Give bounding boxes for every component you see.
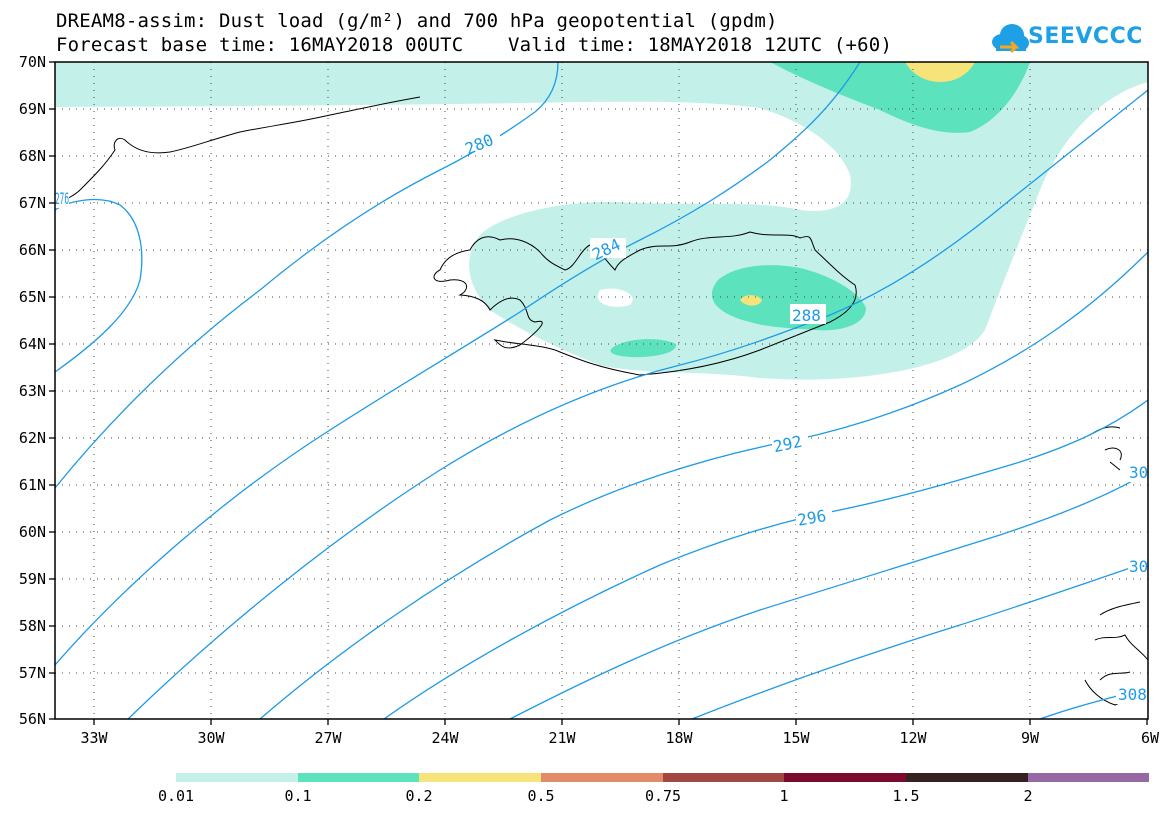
contour-label-276: 276 (55, 189, 69, 208)
colorbar-swatch-4 (663, 773, 784, 782)
contour-292 (259, 251, 1148, 719)
lon-label-9w: 9W (1021, 729, 1040, 747)
title-line-1: DREAM8-assim: Dust load (g/m²) and 700 h… (56, 10, 778, 32)
colorbar-swatch-6 (906, 773, 1028, 782)
dust-area-iceland-yellow (740, 295, 762, 306)
lat-label-65n: 65N (19, 288, 46, 306)
greenland-coast (55, 96, 421, 206)
colorbar-label-2: 0.2 (405, 787, 432, 805)
contour-276 (55, 198, 143, 373)
colorbar-label-3: 0.5 (527, 787, 554, 805)
colorbar-label-5: 1 (779, 787, 788, 805)
lat-label-66n: 66N (19, 241, 46, 259)
lat-label-59n: 59N (19, 570, 46, 588)
colorbar-swatch-1 (298, 773, 419, 782)
colorbar-label-6: 1.5 (892, 787, 919, 805)
dust-area-iceland-green (711, 265, 866, 331)
lon-label-6w: 6W (1141, 729, 1160, 747)
contour-300 (509, 471, 1148, 719)
lon-label-24w: 24W (431, 729, 459, 747)
colorbar-swatch-2 (419, 773, 541, 782)
longitude-labels: 33W 30W 27W 24W 21W 18W 15W 12W 9W 6W (80, 729, 1160, 747)
contour-label-288: 288 (792, 306, 821, 325)
lon-label-21w: 21W (548, 729, 576, 747)
contour-304 (691, 561, 1148, 719)
dust-area-north-green (770, 62, 1030, 133)
contour-288 (127, 89, 1148, 719)
lon-label-27w: 27W (314, 729, 342, 747)
colorbar-labels: 0.01 0.1 0.2 0.5 0.75 1 1.5 2 (158, 787, 1033, 805)
lon-label-30w: 30W (197, 729, 225, 747)
lon-label-12w: 12W (899, 729, 927, 747)
title-line-2: Forecast base time: 16MAY2018 00UTC Valid… (56, 34, 892, 56)
lon-label-18w: 18W (665, 729, 693, 747)
lat-label-56n: 56N (19, 710, 46, 728)
lat-label-64n: 64N (19, 335, 46, 353)
contour-label-308: 308 (1118, 685, 1147, 704)
contour-label-300: 300 (1129, 463, 1158, 482)
lat-label-60n: 60N (19, 523, 46, 541)
lat-label-67n: 67N (19, 194, 46, 212)
coastlines (55, 96, 1148, 706)
contour-280 (55, 62, 559, 489)
forecast-base-time: Forecast base time: 16MAY2018 00UTC (56, 34, 464, 56)
colorbar-label-1: 0.1 (284, 787, 311, 805)
dust-shading (55, 62, 1148, 380)
lat-label-57n: 57N (19, 664, 46, 682)
colorbar (176, 773, 1149, 782)
lat-label-70n: 70N (19, 53, 46, 71)
lon-label-15w: 15W (782, 729, 810, 747)
seevccc-logo: SEEVCCC (990, 20, 1143, 60)
colorbar-label-4: 0.75 (645, 787, 681, 805)
lon-label-33w: 33W (80, 729, 108, 747)
tick-marks (49, 61, 1148, 725)
uk-coast (1094, 601, 1148, 681)
contour-284 (55, 62, 861, 666)
contour-label-296: 296 (796, 506, 828, 530)
contour-labels: 280 284 288 292 296 300 304 308 276 (55, 130, 1158, 704)
dust-area-north-band (55, 62, 1148, 380)
dust-area-clear-interior (597, 288, 633, 307)
lat-label-58n: 58N (19, 617, 46, 635)
latitude-labels: 70N 69N 68N 67N 66N 65N 64N 63N 62N 61N … (19, 53, 46, 728)
lat-label-63n: 63N (19, 382, 46, 400)
iceland-coast (433, 231, 857, 376)
colorbar-label-0: 0.01 (158, 787, 194, 805)
colorbar-swatch-5 (784, 773, 906, 782)
dust-area-north-yellow (905, 62, 975, 82)
lat-label-61n: 61N (19, 476, 46, 494)
logo-text: SEEVCCC (1028, 24, 1143, 49)
lat-label-68n: 68N (19, 147, 46, 165)
lat-label-62n: 62N (19, 429, 46, 447)
colorbar-swatch-3 (541, 773, 663, 782)
colorbar-label-7: 2 (1023, 787, 1032, 805)
contour-label-304: 304 (1129, 557, 1158, 576)
colorbar-swatch-7 (1028, 773, 1149, 782)
cloud-logo-icon (992, 24, 1029, 54)
lat-label-69n: 69N (19, 100, 46, 118)
colorbar-swatch-0 (176, 773, 298, 782)
valid-time: Valid time: 18MAY2018 12UTC (+60) (508, 34, 893, 56)
dust-area-south-green (610, 339, 677, 358)
